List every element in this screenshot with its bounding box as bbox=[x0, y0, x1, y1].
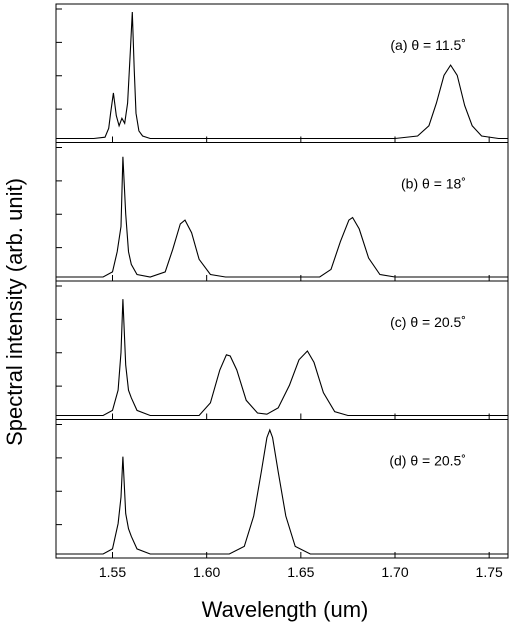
panel-label: (a) θ = 11.5˚ bbox=[390, 37, 466, 53]
panel-4: (d) θ = 20.5˚ bbox=[55, 419, 509, 559]
x-axis-title: Wavelength (um) bbox=[202, 597, 369, 622]
panel-3: (c) θ = 20.5˚ bbox=[55, 280, 509, 420]
spectrum-line bbox=[56, 428, 508, 555]
spectrum-line bbox=[56, 299, 508, 417]
y-axis-title: Spectral intensity (arb. unit) bbox=[2, 178, 27, 446]
panel-frame bbox=[55, 419, 509, 559]
spectrum-line bbox=[56, 11, 508, 140]
x-tick-label: 1.70 bbox=[381, 564, 408, 580]
x-tick-label: 1.75 bbox=[476, 564, 503, 580]
x-tick-label: 1.60 bbox=[193, 564, 220, 580]
panels: (a) θ = 11.5˚ (b) θ = 18˚ (c) θ = 20.5˚ (d)… bbox=[55, 3, 509, 559]
x-axis: 1.55 1.60 1.65 1.70 1.75 bbox=[99, 564, 503, 580]
panel-frame bbox=[55, 142, 509, 282]
panel-frame bbox=[55, 280, 509, 420]
panel-1: (a) θ = 11.5˚ bbox=[55, 3, 509, 143]
panel-label: (b) θ = 18˚ bbox=[401, 176, 466, 192]
panel-2: (b) θ = 18˚ bbox=[55, 142, 509, 282]
spectrum-line bbox=[56, 156, 508, 278]
x-tick-label: 1.55 bbox=[99, 564, 126, 580]
panel-label: (d) θ = 20.5˚ bbox=[389, 453, 466, 469]
panel-label: (c) θ = 20.5˚ bbox=[390, 314, 466, 330]
x-tick-label: 1.65 bbox=[287, 564, 314, 580]
